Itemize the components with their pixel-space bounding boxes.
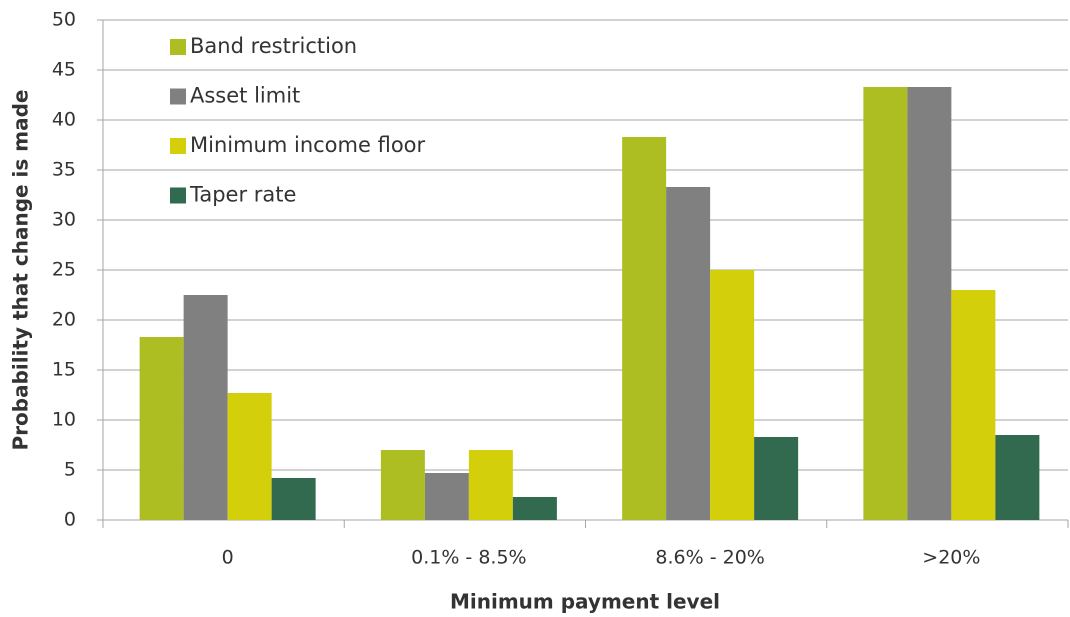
legend-label: Asset limit bbox=[190, 84, 300, 108]
y-axis-title: Probability that change is made bbox=[9, 90, 33, 451]
y-tick-label: 5 bbox=[64, 459, 76, 481]
bar bbox=[666, 187, 711, 520]
bar bbox=[951, 290, 996, 520]
y-tick-label: 40 bbox=[52, 109, 76, 131]
x-tick-label: 0.1% - 8.5% bbox=[411, 547, 526, 569]
legend-label: Minimum income floor bbox=[190, 133, 426, 157]
legend-swatch bbox=[170, 88, 186, 105]
bar bbox=[183, 295, 228, 520]
bar bbox=[995, 435, 1040, 520]
x-tick-label: 0 bbox=[222, 547, 234, 569]
y-tick-label: 25 bbox=[52, 259, 76, 281]
y-tick-label: 35 bbox=[52, 159, 76, 181]
bar bbox=[227, 393, 272, 520]
legend-label: Band restriction bbox=[190, 34, 357, 58]
legend-swatch bbox=[170, 138, 186, 154]
bar bbox=[512, 497, 557, 520]
bar bbox=[380, 450, 425, 520]
bar bbox=[424, 473, 469, 520]
y-tick-label: 10 bbox=[52, 409, 76, 431]
bar bbox=[754, 437, 799, 520]
bar bbox=[907, 87, 952, 520]
x-tick-label: 8.6% - 20% bbox=[655, 547, 764, 569]
bar bbox=[139, 337, 184, 520]
y-tick-label: 0 bbox=[64, 509, 76, 531]
y-tick-label: 30 bbox=[52, 209, 76, 231]
legend-label: Taper rate bbox=[189, 183, 296, 207]
legend-swatch bbox=[170, 39, 186, 55]
legend-swatch bbox=[170, 187, 186, 204]
y-tick-label: 45 bbox=[52, 59, 76, 81]
bar bbox=[710, 270, 755, 520]
bar bbox=[468, 450, 513, 520]
bar bbox=[863, 87, 908, 520]
bar bbox=[622, 137, 667, 520]
x-axis-title: Minimum payment level bbox=[450, 590, 720, 614]
y-tick-label: 15 bbox=[52, 359, 76, 381]
x-tick-label: >20% bbox=[922, 547, 980, 569]
y-tick-label: 50 bbox=[52, 9, 76, 31]
y-tick-label: 20 bbox=[52, 309, 76, 331]
bar bbox=[271, 478, 316, 520]
